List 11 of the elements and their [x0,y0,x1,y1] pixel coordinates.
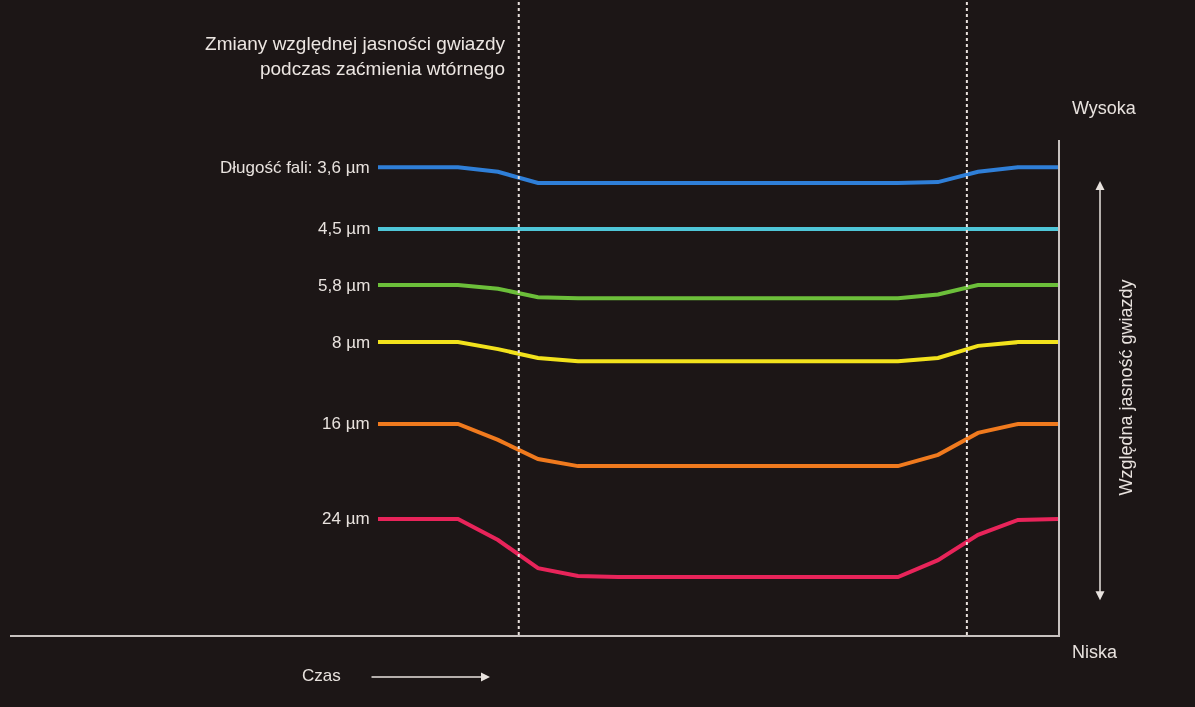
chart-title: Zmiany względnej jasności gwiazdy podczas zaćmienia wtórnego [205,33,506,79]
x-axis-title: Czas [302,666,341,685]
y-axis-title: Względna jasność gwiazdy [1115,279,1136,496]
text: Wysoka [1072,98,1137,118]
text: Niska [1072,642,1118,662]
series-label: 16 µm [322,414,370,433]
series-label: 5,8 µm [318,276,371,295]
series-label: 24 µm [322,509,370,528]
series-label: 4,5 µm [318,219,371,238]
series-label: 8 µm [332,333,371,352]
series-label: Długość fali: 3,6 µm [220,158,370,177]
